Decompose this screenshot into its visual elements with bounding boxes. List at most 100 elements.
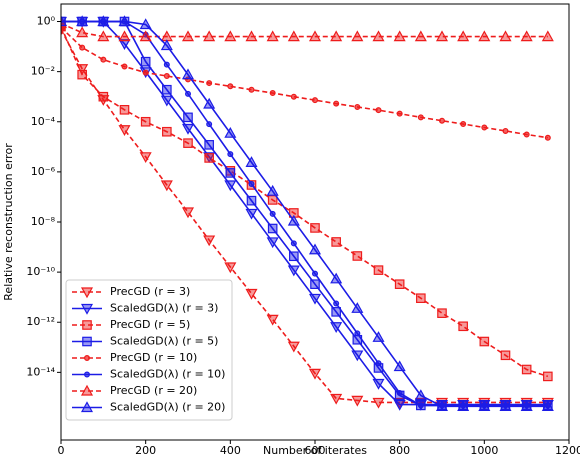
marker — [460, 121, 467, 128]
y-tick-label: 10⁰ — [37, 15, 56, 28]
marker — [245, 156, 258, 167]
series-line — [61, 20, 548, 406]
marker — [502, 127, 509, 134]
marker — [393, 30, 406, 42]
marker — [140, 116, 151, 127]
marker — [481, 124, 488, 131]
marker — [204, 153, 214, 163]
marker — [269, 90, 276, 97]
marker — [394, 279, 405, 289]
marker — [435, 400, 449, 411]
marker — [310, 223, 320, 233]
series-line — [61, 20, 548, 407]
marker — [80, 303, 94, 315]
marker — [543, 371, 553, 382]
marker — [290, 240, 297, 247]
legend-label: ScaledGD(λ) (r = 10) — [110, 368, 225, 381]
marker — [227, 83, 234, 90]
marker — [287, 265, 300, 277]
marker — [310, 279, 320, 289]
marker — [142, 69, 149, 76]
marker — [458, 321, 468, 332]
marker — [121, 63, 128, 70]
marker — [183, 112, 193, 123]
marker — [287, 30, 300, 42]
marker — [417, 402, 424, 409]
marker — [77, 69, 87, 80]
marker — [163, 72, 170, 79]
y-tick-label: 10⁻⁶ — [31, 165, 56, 178]
marker — [245, 30, 258, 42]
marker — [375, 107, 382, 114]
x-axis-label: Number of iterates — [263, 444, 367, 457]
marker — [541, 400, 554, 411]
marker — [308, 368, 322, 380]
marker — [417, 114, 424, 121]
marker — [351, 302, 364, 313]
legend-label: ScaledGD(λ) (r = 20) — [110, 401, 225, 414]
marker — [287, 341, 300, 353]
marker — [416, 293, 426, 304]
marker — [118, 15, 131, 27]
marker — [523, 131, 530, 138]
marker — [245, 288, 258, 300]
legend-label: PrecGD (r = 10) — [110, 351, 197, 364]
marker — [79, 44, 86, 51]
marker — [76, 15, 89, 27]
x-tick-label: 600 — [305, 444, 326, 457]
y-tick-label: 10⁻¹⁴ — [26, 365, 55, 378]
marker — [97, 15, 110, 27]
marker — [82, 336, 92, 347]
marker — [139, 30, 152, 42]
marker — [372, 30, 385, 42]
marker — [351, 395, 364, 407]
marker — [225, 168, 236, 178]
marker — [80, 401, 94, 413]
y-tick-label: 10⁻¹⁰ — [26, 265, 55, 278]
marker — [308, 293, 322, 305]
marker — [372, 397, 385, 409]
marker — [544, 134, 551, 141]
legend-label: PrecGD (r = 5) — [110, 318, 190, 331]
marker — [308, 30, 322, 42]
marker — [204, 140, 214, 150]
marker — [414, 389, 427, 401]
marker — [181, 123, 195, 135]
marker — [61, 15, 68, 27]
marker — [139, 18, 152, 30]
marker — [266, 30, 279, 42]
marker — [245, 208, 258, 220]
x-tick-label: 0 — [58, 444, 65, 457]
x-tick-label: 200 — [135, 444, 156, 457]
marker — [330, 30, 343, 42]
marker — [457, 30, 470, 42]
marker — [435, 30, 449, 42]
marker — [375, 360, 382, 367]
series-line — [61, 22, 548, 38]
marker — [354, 330, 361, 337]
marker — [140, 56, 151, 67]
marker — [520, 30, 533, 42]
y-tick-label: 10⁻⁸ — [31, 215, 56, 228]
marker — [478, 400, 491, 411]
series-line — [61, 20, 548, 408]
marker — [76, 26, 89, 38]
marker — [139, 152, 152, 164]
marker — [269, 210, 276, 217]
marker — [248, 180, 255, 187]
marker — [181, 207, 195, 219]
marker — [351, 350, 364, 362]
y-tick-label: 10⁻⁴ — [31, 115, 56, 128]
marker — [287, 214, 300, 226]
marker — [333, 300, 340, 307]
marker — [160, 180, 173, 192]
marker — [118, 30, 131, 42]
marker — [160, 39, 173, 51]
marker — [227, 151, 234, 158]
marker — [478, 30, 491, 42]
marker — [333, 100, 340, 107]
marker — [80, 287, 94, 299]
marker — [266, 237, 279, 249]
marker — [82, 320, 92, 330]
